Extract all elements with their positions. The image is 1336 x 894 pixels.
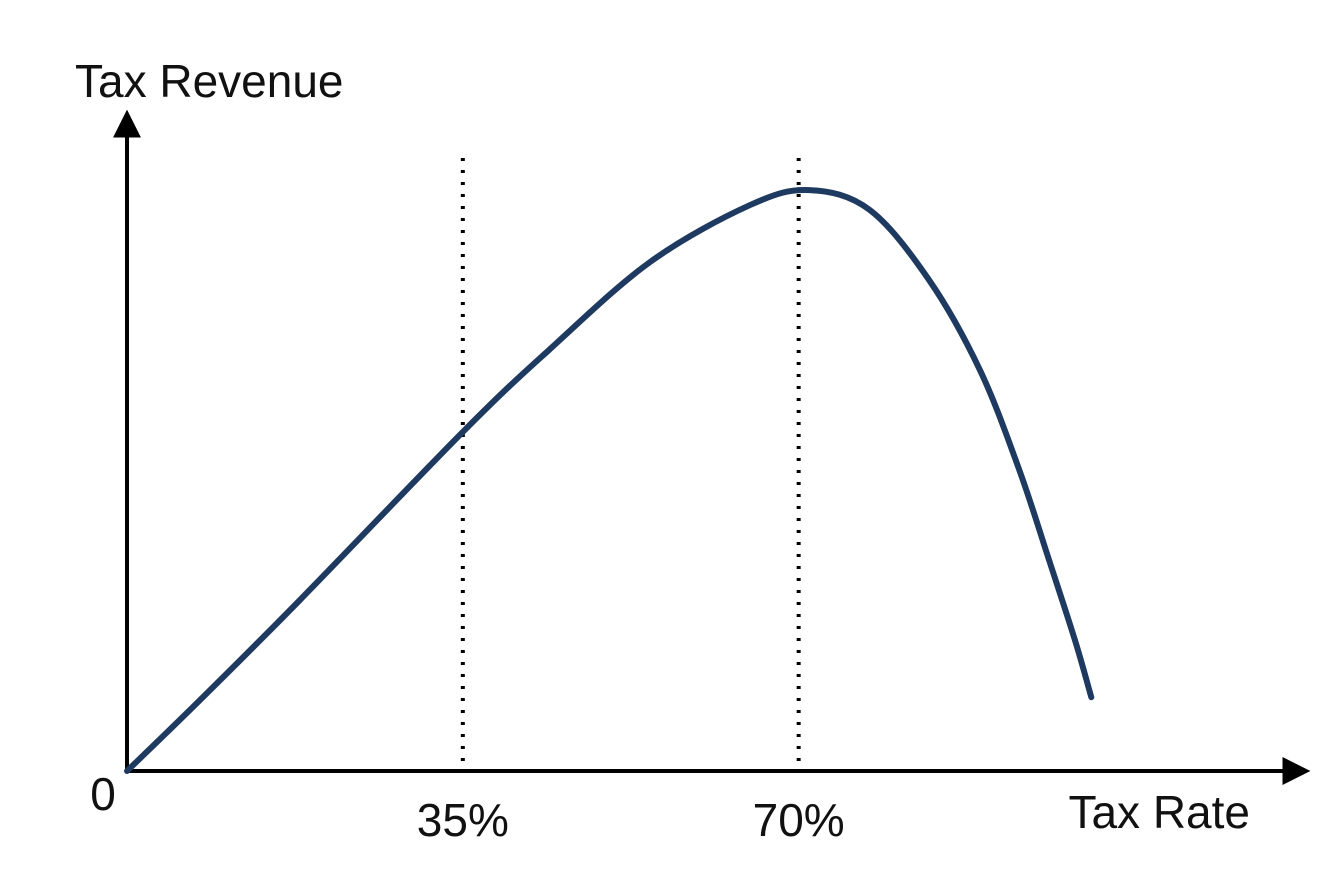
x-axis-label: Tax Rate (1068, 786, 1250, 838)
x-tick-label: 0 (90, 768, 116, 820)
x-tick-label: 35% (417, 794, 509, 846)
curve (124, 187, 1095, 774)
x-tick-label: 70% (753, 794, 845, 846)
y-axis-label: Tax Revenue (75, 55, 344, 107)
